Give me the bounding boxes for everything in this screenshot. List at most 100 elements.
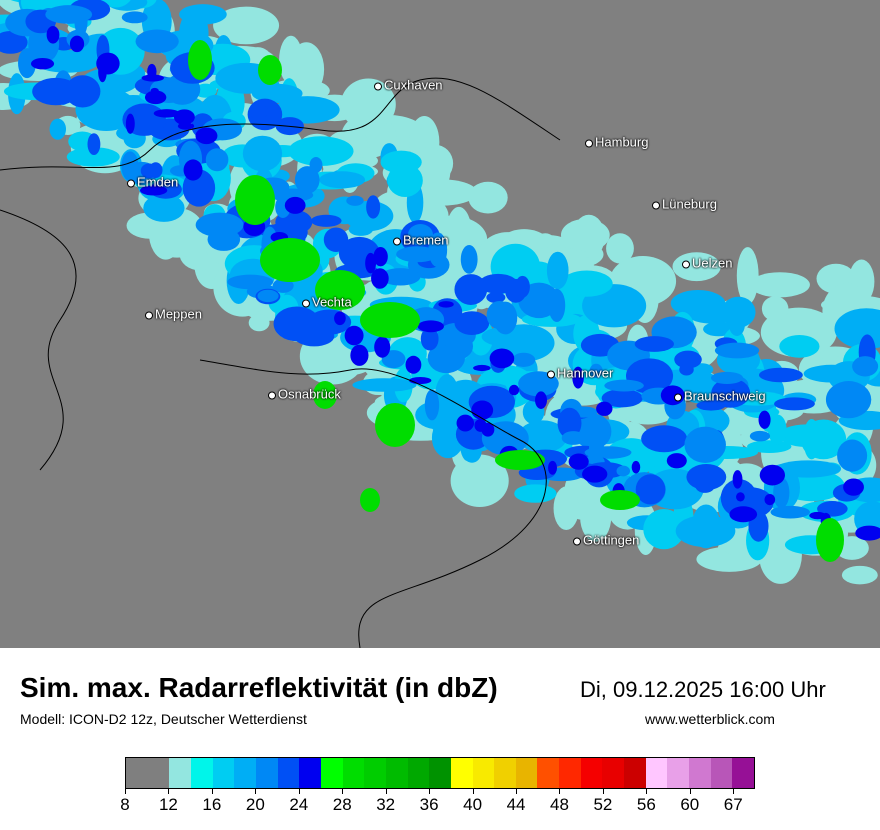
precip-cell	[374, 336, 391, 358]
legend-swatch	[320, 758, 343, 788]
precip-cell	[135, 29, 179, 54]
precip-cell	[749, 430, 771, 442]
precip-cell	[456, 414, 475, 432]
precip-cell	[352, 378, 417, 392]
precip-cell	[346, 195, 364, 206]
precip-cell	[634, 336, 675, 352]
legend-swatch	[732, 758, 755, 788]
city-name: Hannover	[557, 365, 614, 381]
precip-cell	[409, 376, 432, 385]
precip-cell	[195, 212, 244, 238]
legend-tick	[602, 789, 604, 794]
legend-swatch	[689, 758, 711, 788]
radar-map[interactable]: Cuxhaven Hamburg Emden Lüneburg Bremen Uelzen…	[0, 0, 880, 648]
precip-cell	[560, 270, 613, 297]
legend-swatch	[342, 758, 365, 788]
heavy-precip-cell	[360, 302, 420, 338]
legend-tick-label: 8	[120, 795, 130, 814]
precip-cell	[454, 311, 490, 336]
borders	[0, 77, 561, 648]
legend-tick-label: 60	[680, 795, 700, 814]
legend-tick-label: 16	[202, 795, 222, 814]
precip-cell	[675, 514, 736, 548]
precip-cell	[596, 401, 613, 416]
precip-cell	[371, 268, 389, 289]
precip-cell	[366, 195, 381, 219]
precip-cell	[405, 355, 422, 374]
city-label: Vechta	[302, 295, 352, 310]
precip-cell	[87, 133, 101, 156]
precip-cell	[248, 314, 270, 332]
heavy-precip-cell	[188, 40, 212, 80]
precip-cell	[759, 464, 785, 486]
precip-cell	[809, 511, 826, 520]
precip-cell	[736, 247, 759, 305]
precip-cell	[714, 342, 760, 359]
heavy-precip-cell	[313, 381, 337, 409]
precip-cell	[582, 465, 608, 483]
precip-cell	[272, 278, 294, 293]
precip-cell	[803, 418, 820, 460]
city-dot-icon	[393, 237, 401, 246]
city-name: Braunschweig	[684, 388, 766, 404]
precip-cell	[407, 224, 433, 246]
precip-cell	[387, 163, 423, 198]
precip-cell	[764, 493, 776, 506]
precip-cell	[179, 4, 227, 25]
radar-overlay	[0, 0, 880, 648]
heavy-precip-cell	[235, 175, 275, 225]
precip-cell	[18, 48, 37, 79]
precip-cell	[855, 525, 880, 541]
legend-tick	[385, 789, 387, 794]
precip-cell	[365, 252, 377, 274]
legend-swatch	[429, 758, 451, 788]
precip-cell	[417, 320, 444, 333]
precip-cell	[183, 159, 203, 181]
precip-cell	[468, 181, 508, 214]
precip-cell	[350, 344, 369, 366]
legend-ticks: 8 12 16 20 24 28 32 36 40 44 48 52 56 60 67	[120, 789, 755, 829]
precip-cell	[45, 5, 93, 24]
precip-cell	[373, 247, 388, 267]
legend-tick	[255, 789, 257, 794]
city-label: Bremen	[393, 233, 449, 248]
precip-cell	[514, 484, 557, 503]
precip-cell	[30, 57, 55, 70]
legend-tick-label: 56	[636, 795, 656, 814]
precip-cell	[69, 35, 85, 53]
precip-cell	[471, 400, 494, 420]
legend-swatch	[299, 758, 321, 788]
legend-tick	[733, 789, 735, 794]
city-name: Lüneburg	[662, 196, 717, 212]
legend-swatch	[559, 758, 581, 788]
precip-cell	[143, 194, 185, 222]
city-name: Osnabrück	[278, 386, 341, 402]
city-dot-icon	[682, 260, 690, 269]
precip-cell	[427, 342, 465, 374]
precip-cell	[213, 6, 280, 45]
precip-cell	[319, 171, 366, 189]
heavy-precip-cell	[315, 270, 365, 310]
precip-cell	[489, 348, 515, 369]
legend-swatch	[710, 758, 733, 788]
heavy-precip-cell	[495, 450, 545, 470]
precip-cell	[98, 62, 107, 83]
precip-cell	[424, 389, 440, 421]
city-label: Osnabrück	[268, 387, 341, 402]
forecast-datetime: Di, 09.12.2025 16:00 Uhr	[580, 677, 826, 702]
city-dot-icon	[374, 82, 382, 91]
precip-cell	[460, 245, 478, 274]
website-link[interactable]: www.wetterblick.com	[645, 711, 775, 727]
precip-cell	[728, 312, 745, 337]
precip-cell	[527, 327, 547, 345]
precip-cell	[548, 288, 566, 322]
precip-cell	[340, 78, 396, 131]
city-label: Meppen	[145, 307, 202, 322]
precip-cell	[153, 109, 180, 118]
precip-cell	[420, 327, 439, 351]
precip-cell	[779, 335, 820, 358]
legend-tick-label: 12	[158, 795, 178, 814]
city-dot-icon	[268, 391, 276, 400]
precip-cell	[601, 388, 643, 408]
precip-cell	[474, 418, 487, 432]
